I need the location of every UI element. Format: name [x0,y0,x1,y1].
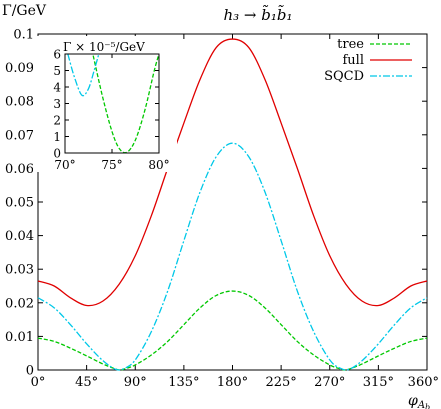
legend-label-sqcd: SQCD [324,69,364,84]
inset-y-tick-label: 4 [53,81,61,95]
y-tick-label: 0 [26,364,34,379]
inset-series-lines [67,54,159,153]
y-tick-label: 0.08 [5,95,34,110]
series-lines [37,38,428,371]
inset-x-tick-label: 75° [101,158,122,172]
x-tick-label: 90° [124,375,147,390]
x-tick-label: 180° [217,375,248,390]
x-tick-label: 225° [265,375,296,390]
y-tick-label: 0.1 [13,28,34,43]
x-tick-label: 315° [363,375,394,390]
inset-y-tick-label: 3 [53,97,61,111]
inset-x-tick-label: 70° [54,158,75,172]
inset-y-tick-label: 1 [53,130,61,144]
x-tick-label: 45° [75,375,98,390]
y-tick-label: 0.06 [5,162,34,177]
x-tick-label: 0° [31,375,46,390]
x-tick-label: 135° [168,375,199,390]
y-axis-label: Γ/GeV [2,3,47,19]
y-tick-label: 0.01 [5,330,34,345]
x-tick-label: 360° [408,375,439,390]
y-tick-label: 0.02 [5,296,34,311]
x-axis-label-text: φAb [408,393,430,409]
inset-axis-tick-labels: 70° 75° 80° 0 1 2 3 4 5 6 [53,48,169,173]
chart-title: h₃ → b̃₁b̃₁ [223,5,292,24]
inset-series-line-sqcd [67,54,100,97]
x-tick-label: 270° [314,375,345,390]
y-tick-label: 0.04 [5,229,34,244]
legend-label-tree: tree [337,37,364,52]
series-line-tree [37,290,428,371]
inset-y-tick-label: 5 [53,64,61,78]
series-line-sqcd [37,142,428,371]
inset-y-axis-label: Γ × 10⁻⁵/GeV [63,40,145,54]
inset-y-tick-label: 0 [53,147,61,161]
legend-label-full: full [343,53,365,68]
inset-y-tick-label: 6 [53,48,61,62]
inset-x-tick-label: 80° [148,158,169,172]
inset-series-line-tree [92,54,159,153]
y-tick-label: 0.03 [5,263,34,278]
series-line-full [37,38,428,307]
inset-chart: 70° 75° 80° 0 1 2 3 4 5 6 Γ × 10⁻⁵/GeV [33,36,177,172]
y-tick-label: 0.05 [5,196,34,211]
y-tick-label: 0.09 [5,61,34,76]
inset-axis-ticks [64,53,160,154]
y-tick-label: 0.07 [5,128,34,143]
inset-y-tick-label: 2 [53,114,61,128]
axis-tick-labels: 0° 45° 90° 135° 180° 225° 270° 315° 360°00.010.0… [5,28,439,391]
x-axis-label: φAb [408,393,430,409]
